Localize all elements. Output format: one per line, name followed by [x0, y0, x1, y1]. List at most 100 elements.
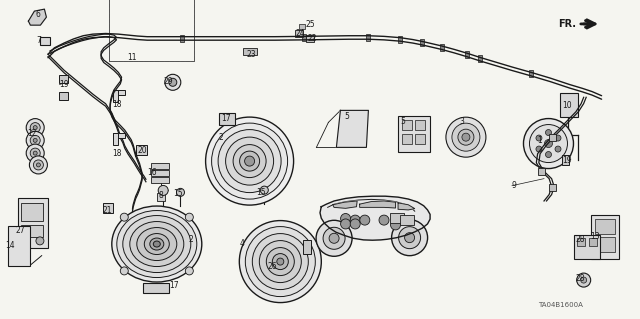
Ellipse shape: [218, 130, 281, 193]
Circle shape: [524, 119, 573, 168]
Circle shape: [22, 237, 30, 245]
Ellipse shape: [239, 220, 321, 303]
Circle shape: [177, 188, 184, 197]
Circle shape: [446, 117, 486, 157]
Circle shape: [30, 122, 40, 133]
Bar: [113, 90, 118, 102]
Text: 22: 22: [307, 34, 317, 43]
Circle shape: [33, 151, 37, 155]
Bar: [591, 215, 620, 259]
Ellipse shape: [144, 234, 170, 255]
Circle shape: [26, 119, 44, 137]
Circle shape: [36, 163, 40, 167]
Bar: [143, 283, 168, 293]
Circle shape: [323, 227, 345, 249]
Circle shape: [390, 220, 401, 230]
Text: 5: 5: [344, 112, 349, 121]
Text: 5: 5: [400, 117, 405, 126]
Bar: [21, 225, 43, 237]
Circle shape: [30, 135, 40, 145]
Bar: [538, 168, 545, 175]
Ellipse shape: [252, 234, 308, 290]
Bar: [589, 238, 597, 246]
Ellipse shape: [259, 241, 301, 283]
Bar: [59, 92, 68, 100]
Polygon shape: [337, 110, 369, 147]
Circle shape: [316, 220, 352, 256]
Polygon shape: [320, 196, 430, 240]
FancyArrowPatch shape: [580, 21, 592, 27]
Bar: [157, 193, 164, 201]
Circle shape: [33, 126, 37, 130]
Circle shape: [545, 152, 552, 158]
Bar: [420, 40, 424, 47]
Bar: [302, 34, 306, 41]
Circle shape: [577, 273, 591, 287]
Text: 25: 25: [306, 20, 316, 29]
Bar: [577, 238, 586, 246]
Bar: [548, 134, 556, 141]
Bar: [299, 24, 305, 28]
Text: 26: 26: [268, 262, 277, 271]
Circle shape: [555, 146, 561, 152]
Circle shape: [36, 237, 44, 245]
Bar: [180, 35, 184, 42]
Circle shape: [26, 131, 44, 149]
Text: 7: 7: [36, 36, 42, 45]
Bar: [113, 133, 125, 138]
Ellipse shape: [244, 156, 255, 166]
Circle shape: [350, 219, 360, 229]
Polygon shape: [333, 201, 357, 208]
Bar: [21, 203, 43, 221]
Bar: [109, 0, 194, 61]
Text: 21: 21: [102, 206, 112, 215]
Circle shape: [33, 160, 44, 170]
Bar: [402, 120, 412, 130]
Bar: [150, 163, 168, 169]
Text: 15: 15: [256, 189, 266, 197]
Ellipse shape: [137, 227, 177, 261]
Bar: [440, 44, 444, 51]
Circle shape: [545, 130, 552, 136]
Circle shape: [169, 78, 177, 86]
Circle shape: [165, 74, 181, 90]
Bar: [415, 120, 425, 130]
Text: 12: 12: [27, 130, 36, 138]
Text: 28: 28: [576, 274, 586, 283]
Bar: [595, 237, 616, 252]
Bar: [529, 70, 533, 78]
Ellipse shape: [277, 258, 284, 265]
Bar: [18, 198, 48, 248]
Ellipse shape: [117, 211, 197, 278]
Text: 17: 17: [170, 281, 179, 290]
Circle shape: [260, 186, 268, 194]
Text: 14: 14: [5, 241, 15, 250]
Bar: [306, 35, 314, 42]
Text: 10: 10: [562, 101, 572, 110]
Text: 17: 17: [221, 114, 230, 122]
Bar: [295, 30, 303, 37]
Ellipse shape: [130, 221, 184, 267]
Circle shape: [536, 146, 542, 152]
Text: FR.: FR.: [558, 19, 576, 29]
Circle shape: [29, 156, 47, 174]
Text: 18: 18: [112, 100, 122, 109]
Text: 8: 8: [159, 191, 163, 200]
Text: 3: 3: [460, 117, 465, 126]
Ellipse shape: [123, 216, 191, 272]
Bar: [243, 48, 257, 55]
Bar: [303, 240, 311, 254]
Ellipse shape: [266, 248, 294, 276]
Ellipse shape: [239, 151, 260, 171]
Circle shape: [26, 144, 44, 162]
Bar: [150, 177, 168, 183]
Text: 9: 9: [512, 181, 517, 190]
Circle shape: [392, 220, 428, 256]
Bar: [562, 154, 569, 165]
Bar: [465, 51, 469, 58]
Bar: [415, 134, 425, 144]
Bar: [219, 113, 236, 125]
Text: 27: 27: [16, 226, 26, 235]
Circle shape: [350, 215, 360, 225]
Bar: [402, 134, 412, 144]
